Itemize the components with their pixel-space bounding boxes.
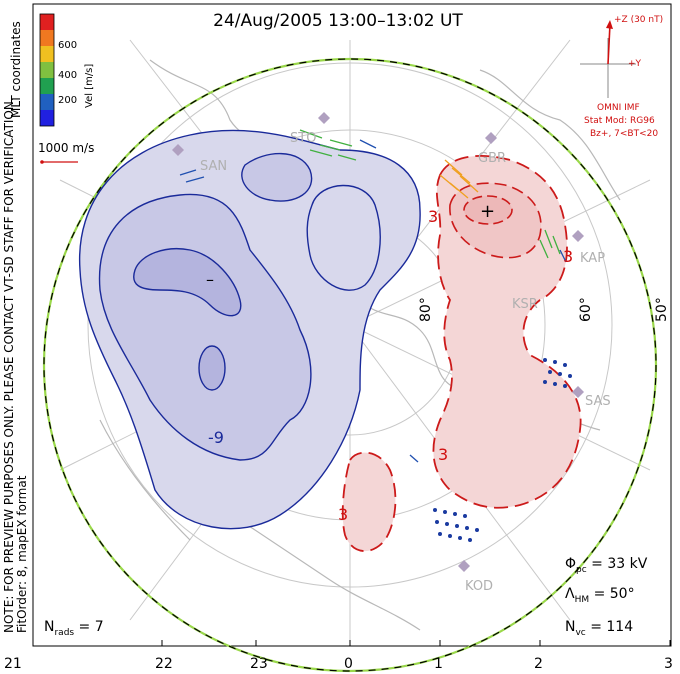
station-label-kap: KAP bbox=[580, 251, 605, 266]
lat-label-50: 50° bbox=[654, 297, 670, 322]
colorbar-seg-4 bbox=[40, 62, 54, 78]
lat-label-80: 80° bbox=[418, 297, 434, 322]
imf-dial bbox=[580, 20, 636, 98]
stat-phi-pc: Φpc = 33 kV bbox=[565, 556, 648, 575]
velocity-vectors bbox=[179, 129, 572, 542]
mlt-tick-3: 3 bbox=[664, 656, 673, 672]
station-label-ksr: KSR bbox=[512, 297, 538, 312]
imf-y-label: +Y bbox=[628, 59, 642, 69]
station-label-sas: SAS bbox=[585, 394, 611, 409]
svg-text:Nvc = 114: Nvc = 114 bbox=[565, 619, 633, 638]
stat-lambda-hm: ΛHM = 50° bbox=[565, 586, 635, 605]
negative-cell bbox=[78, 129, 421, 530]
colorbar-seg-2 bbox=[40, 30, 54, 46]
colorbar-seg-7 bbox=[40, 110, 54, 126]
mlt-tick-22: 22 bbox=[155, 656, 173, 672]
scale-vector bbox=[40, 160, 78, 164]
heppner-maynard-boundary-dash bbox=[43, 58, 657, 672]
neg-cell-inner3 bbox=[198, 345, 226, 391]
neg-cell-inner4 bbox=[241, 152, 313, 202]
velocity-colorbar: 600 400 200 Vel [m/s] bbox=[39, 13, 95, 127]
lat-label-60: 60° bbox=[578, 297, 594, 322]
colorbar-tick-600: 600 bbox=[58, 40, 77, 51]
map-frame bbox=[32, 3, 672, 647]
pos-contour-label-3: 3 bbox=[438, 445, 448, 464]
fit-order-label: FitOrder: 8, mapEX format bbox=[15, 475, 29, 633]
colorbar-tick-400: 400 bbox=[58, 70, 77, 81]
mlt-tick-1: 1 bbox=[434, 656, 443, 672]
pos-cell-inner2 bbox=[463, 195, 513, 225]
scale-vector-label: 1000 m/s bbox=[38, 141, 94, 155]
station-label-sto: STO bbox=[290, 131, 316, 146]
svg-text:Φpc = 33 kV: Φpc = 33 kV bbox=[565, 556, 648, 575]
pos-cell-lobe bbox=[341, 451, 397, 552]
svg-text:Nrads = 7: Nrads = 7 bbox=[44, 619, 104, 638]
colorbar-seg-6 bbox=[40, 94, 54, 110]
map-title: 24/Aug/2005 13:00–13:02 UT bbox=[213, 11, 463, 31]
mlt-tick-23: 23 bbox=[250, 656, 268, 672]
mlt-tick-marks bbox=[32, 640, 671, 646]
radar-stations: SAN STO GBR KAP SAS KOD KSR bbox=[200, 131, 611, 594]
mlt-tick-0: 0 bbox=[344, 656, 353, 672]
stat-nvc: Nvc = 114 bbox=[565, 619, 633, 638]
mlt-tick-21: 21 bbox=[4, 656, 22, 672]
imf-stat-mod: Stat Mod: RG96 bbox=[584, 116, 655, 126]
neg-cell-inner5 bbox=[306, 184, 381, 291]
station-label-kod: KOD bbox=[465, 579, 493, 594]
imf-condition: Bz+, 7<BT<20 bbox=[590, 129, 658, 139]
min-potential-marker: – bbox=[206, 270, 214, 289]
svg-text:ΛHM = 50°: ΛHM = 50° bbox=[565, 586, 635, 605]
mlt-axis: 21 22 23 0 1 2 3 bbox=[4, 656, 673, 672]
imf-source: OMNI IMF bbox=[597, 103, 640, 113]
mlt-tick-2: 2 bbox=[534, 656, 543, 672]
radar-site-markers bbox=[172, 112, 584, 572]
pos-contour-label-4: 3 bbox=[338, 505, 348, 524]
stat-nrads: Nrads = 7 bbox=[44, 619, 104, 638]
colorbar-label: Vel [m/s] bbox=[84, 64, 95, 108]
max-potential-marker: + bbox=[480, 201, 495, 222]
colorbar-seg-3 bbox=[40, 46, 54, 62]
preview-note: NOTE: FOR PREVIEW PURPOSES ONLY. PLEASE … bbox=[2, 97, 16, 633]
neg-contour-label: -9 bbox=[208, 428, 224, 447]
colorbar-tick-200: 200 bbox=[58, 95, 77, 106]
pos-contour-label-2: 3 bbox=[563, 247, 573, 266]
colorbar-seg-5 bbox=[40, 78, 54, 94]
station-label-san: SAN bbox=[200, 159, 227, 174]
colorbar-outline bbox=[39, 13, 55, 127]
positive-cell bbox=[341, 155, 582, 552]
neg-cell-inner2 bbox=[133, 248, 242, 317]
pos-contour-label-1: 3 bbox=[428, 207, 438, 226]
colorbar-seg-1 bbox=[40, 14, 54, 30]
coordinate-system-label: MLT coordinates bbox=[9, 21, 23, 118]
station-label-gbr: GBR bbox=[478, 151, 506, 166]
imf-z-label: +Z (30 nT) bbox=[614, 15, 663, 25]
